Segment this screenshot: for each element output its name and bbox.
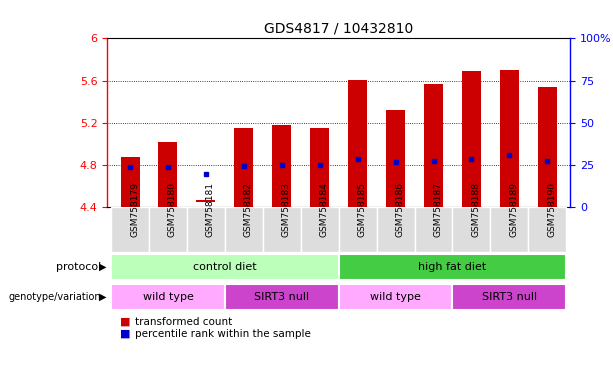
Text: GSM758187: GSM758187 <box>433 182 443 237</box>
Text: wild type: wild type <box>143 292 194 302</box>
FancyBboxPatch shape <box>452 207 490 252</box>
Text: control diet: control diet <box>193 262 257 272</box>
FancyBboxPatch shape <box>263 207 301 252</box>
Bar <box>121 157 140 207</box>
Bar <box>234 128 253 207</box>
Text: GSM758189: GSM758189 <box>509 182 519 237</box>
Text: GSM758183: GSM758183 <box>282 182 291 237</box>
Bar <box>500 70 519 207</box>
FancyBboxPatch shape <box>339 284 452 310</box>
FancyBboxPatch shape <box>528 207 566 252</box>
Text: protocol: protocol <box>56 262 101 272</box>
FancyBboxPatch shape <box>111 254 339 280</box>
Bar <box>348 79 367 207</box>
Text: GSM758181: GSM758181 <box>206 182 215 237</box>
FancyBboxPatch shape <box>452 284 566 310</box>
Bar <box>272 125 291 207</box>
Text: GSM758185: GSM758185 <box>357 182 367 237</box>
FancyBboxPatch shape <box>414 207 452 252</box>
Bar <box>159 142 177 207</box>
Text: transformed count: transformed count <box>135 317 232 327</box>
Text: ■: ■ <box>120 317 130 327</box>
FancyBboxPatch shape <box>490 207 528 252</box>
Text: wild type: wild type <box>370 292 421 302</box>
Text: ▶: ▶ <box>99 292 106 302</box>
FancyBboxPatch shape <box>149 207 187 252</box>
Text: GSM758186: GSM758186 <box>395 182 405 237</box>
FancyBboxPatch shape <box>111 284 225 310</box>
FancyBboxPatch shape <box>111 207 149 252</box>
Bar <box>196 200 215 202</box>
Text: genotype/variation: genotype/variation <box>9 292 101 302</box>
FancyBboxPatch shape <box>225 284 339 310</box>
FancyBboxPatch shape <box>376 207 414 252</box>
Text: high fat diet: high fat diet <box>418 262 487 272</box>
Text: GSM758180: GSM758180 <box>168 182 177 237</box>
Bar <box>386 110 405 207</box>
FancyBboxPatch shape <box>225 207 263 252</box>
Bar <box>310 128 329 207</box>
Title: GDS4817 / 10432810: GDS4817 / 10432810 <box>264 22 413 36</box>
Bar <box>424 84 443 207</box>
Text: GSM758182: GSM758182 <box>244 182 253 237</box>
Text: ▶: ▶ <box>99 262 106 272</box>
FancyBboxPatch shape <box>301 207 339 252</box>
Text: SIRT3 null: SIRT3 null <box>254 292 310 302</box>
Text: GSM758184: GSM758184 <box>320 182 329 237</box>
FancyBboxPatch shape <box>339 207 376 252</box>
Text: SIRT3 null: SIRT3 null <box>482 292 537 302</box>
Text: percentile rank within the sample: percentile rank within the sample <box>135 329 311 339</box>
Bar <box>538 87 557 207</box>
Text: GSM758190: GSM758190 <box>547 182 557 237</box>
Bar <box>462 71 481 207</box>
FancyBboxPatch shape <box>339 254 566 280</box>
FancyBboxPatch shape <box>187 207 225 252</box>
Text: GSM758188: GSM758188 <box>471 182 481 237</box>
Text: GSM758179: GSM758179 <box>130 182 139 237</box>
Text: ■: ■ <box>120 329 130 339</box>
